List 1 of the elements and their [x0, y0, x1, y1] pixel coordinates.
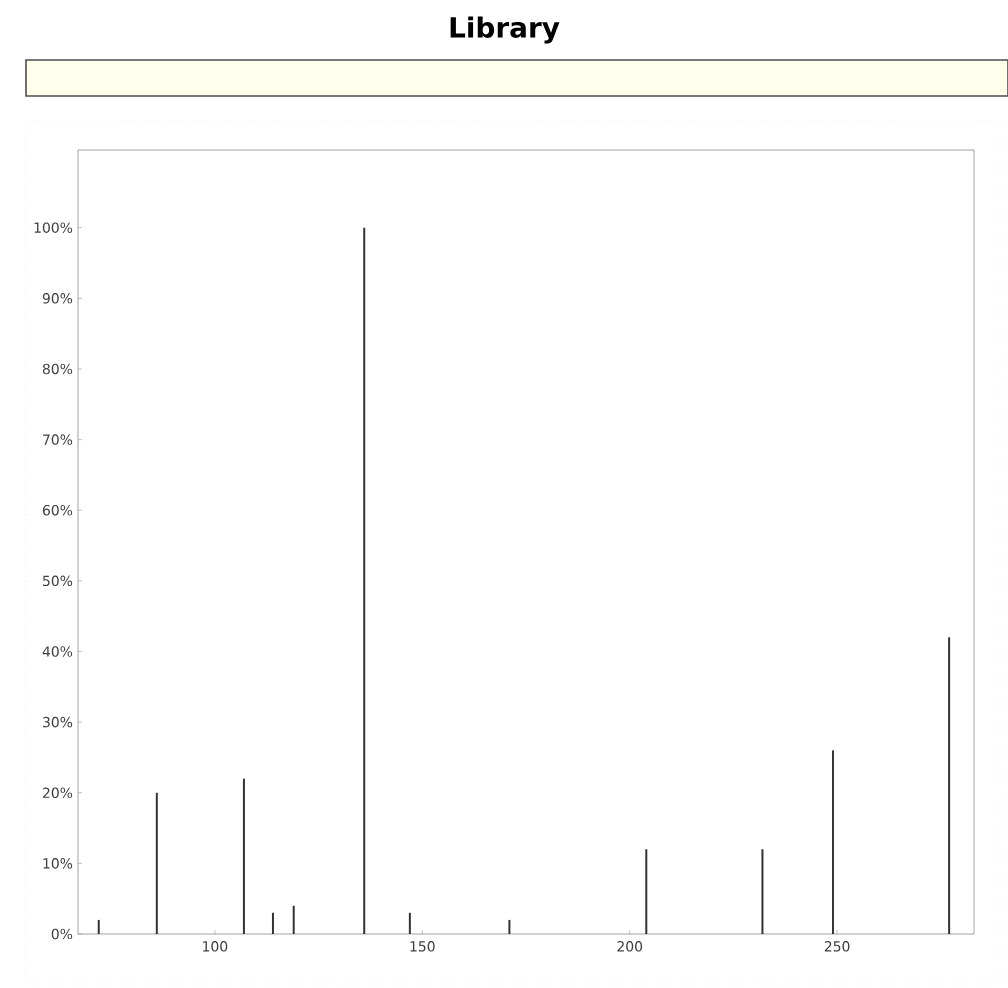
chart-title: Library: [450, 16, 560, 44]
